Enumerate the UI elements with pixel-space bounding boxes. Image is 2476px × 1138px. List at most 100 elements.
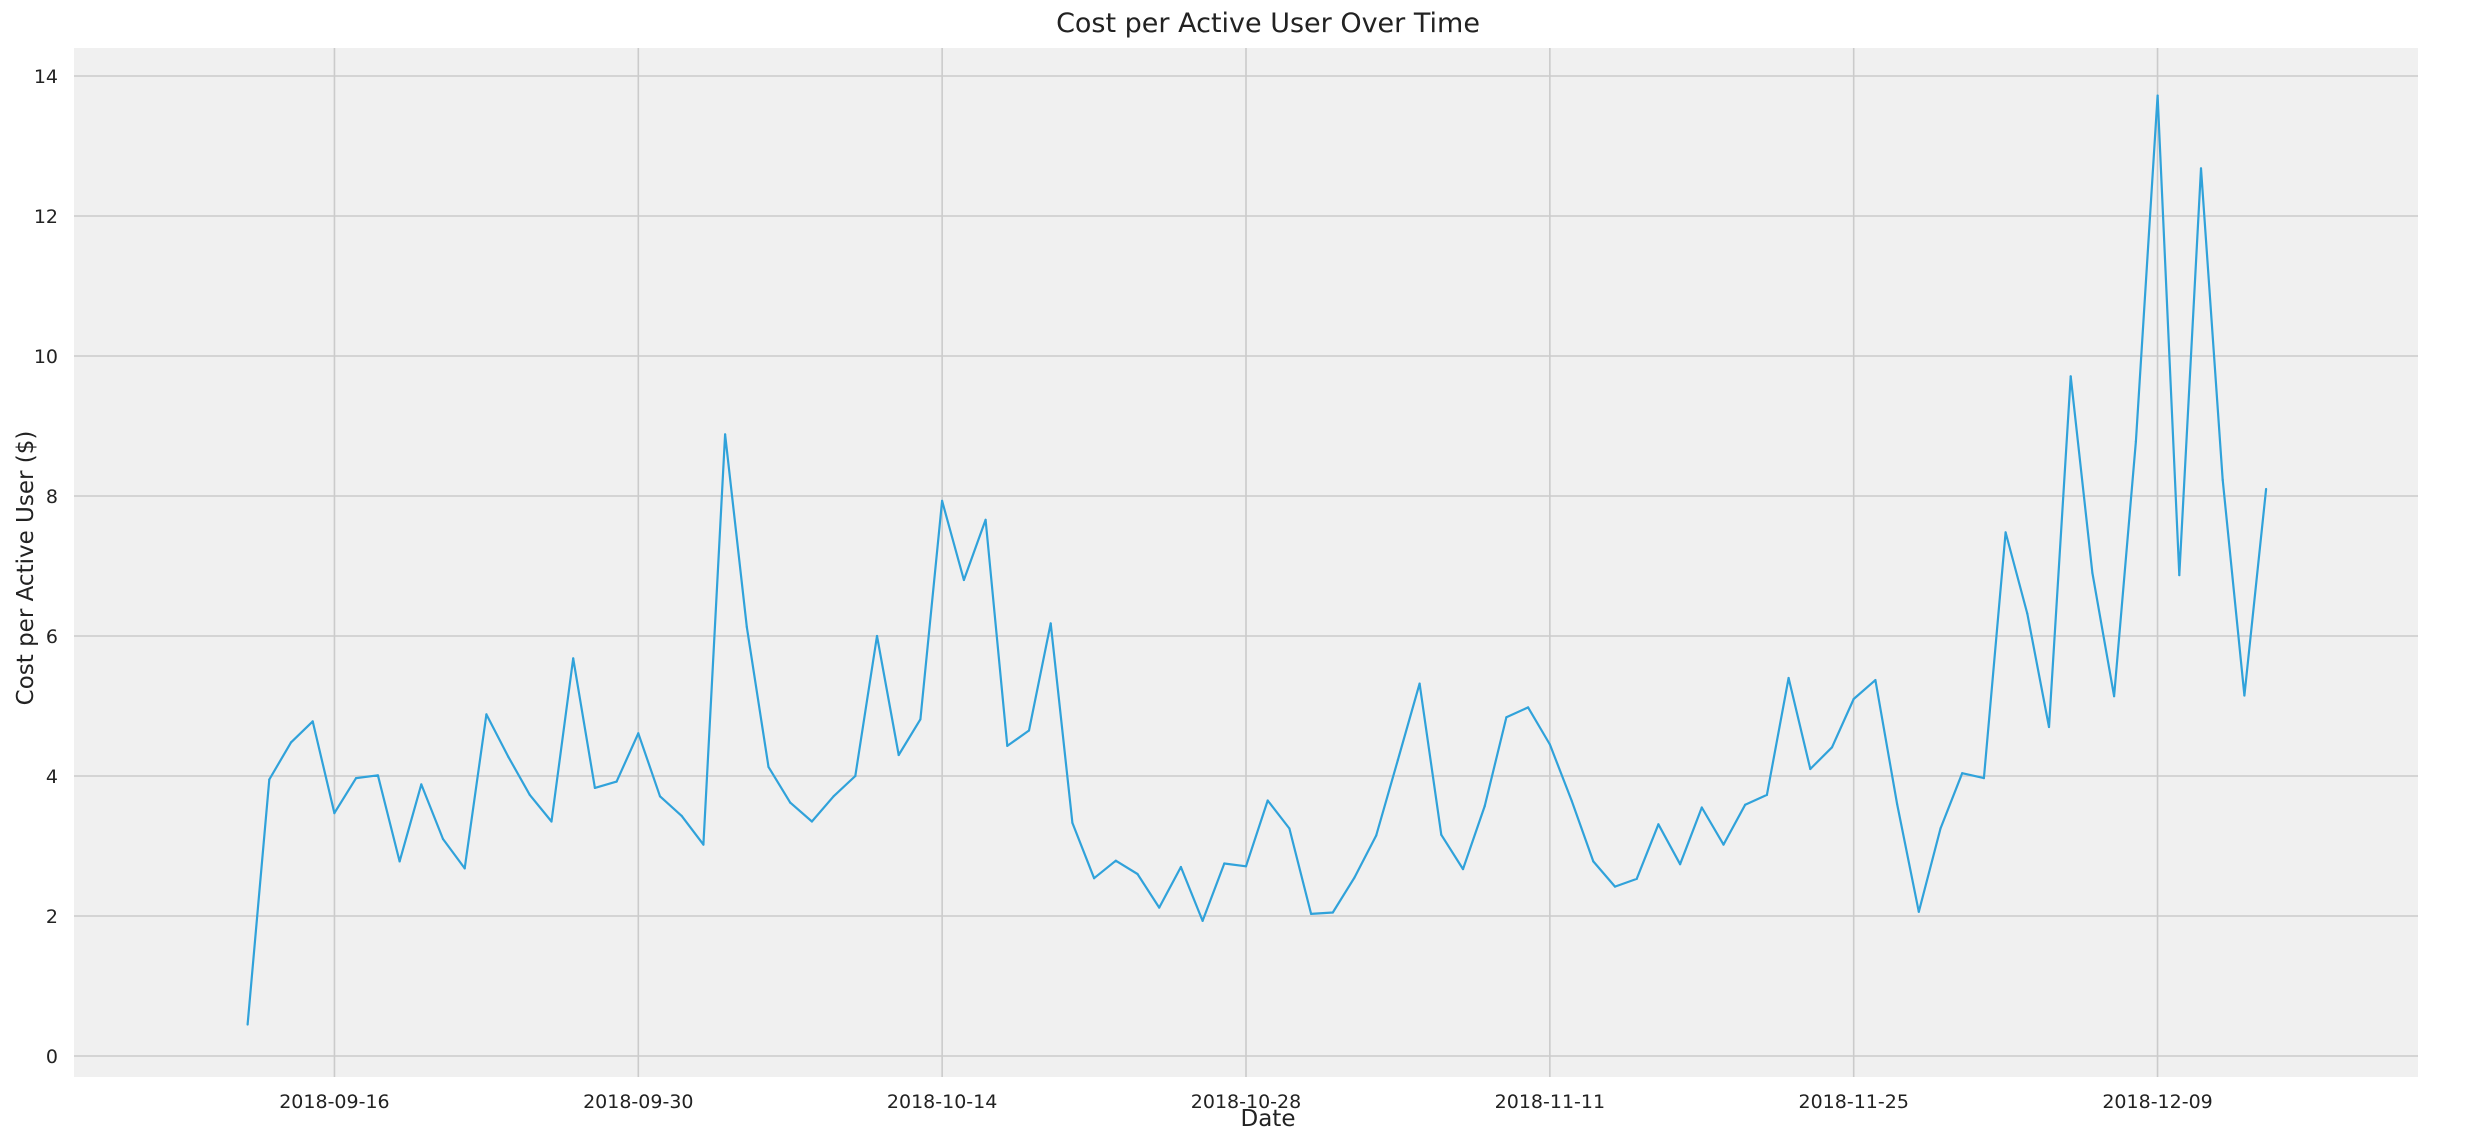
y-axis-label: Cost per Active User ($) — [13, 431, 39, 706]
data-point — [1570, 799, 1573, 802]
data-point — [1396, 758, 1399, 762]
data-point — [745, 625, 748, 629]
data-point — [507, 755, 510, 758]
data-point — [767, 765, 770, 769]
x-tick-labels: 2018-09-16 2018-09-30 2018-10-14 2018-10-28… — [279, 1091, 2213, 1113]
data-point — [289, 741, 293, 744]
data-point — [1093, 877, 1096, 880]
data-point — [1049, 622, 1052, 625]
data-point — [1939, 827, 1942, 830]
series-line — [246, 94, 2268, 1025]
data-point — [1852, 697, 1855, 701]
data-point — [268, 778, 271, 781]
data-point — [1765, 793, 1768, 797]
data-point — [1310, 912, 1313, 916]
y-tick-label: 12 — [34, 206, 58, 228]
data-point — [637, 732, 640, 735]
data-point — [311, 720, 314, 723]
y-tick-labels: 0 2 4 6 8 10 12 14 — [34, 66, 58, 1068]
data-point — [593, 786, 597, 790]
data-point — [1679, 863, 1682, 866]
data-point — [1006, 744, 1009, 748]
data-point — [854, 774, 857, 778]
data-point — [2026, 612, 2029, 615]
data-point — [1114, 859, 1117, 862]
y-tick-label: 14 — [34, 66, 58, 88]
data-point — [1353, 876, 1356, 879]
data-point — [1201, 919, 1204, 923]
data-point — [1418, 682, 1421, 685]
data-point — [2243, 694, 2246, 697]
data-point — [615, 780, 618, 783]
x-gridlines — [333, 48, 2159, 1077]
x-tick-label: 2018-11-25 — [1798, 1091, 1908, 1113]
data-point — [1483, 805, 1486, 808]
x-tick-label: 2018-09-16 — [279, 1091, 389, 1113]
y-tick-label: 2 — [46, 906, 58, 928]
data-point — [875, 634, 879, 638]
y-tick-label: 8 — [46, 486, 58, 508]
x-tick-label: 2018-10-14 — [887, 1091, 997, 1113]
data-point — [1722, 843, 1725, 846]
data-point — [832, 795, 835, 798]
data-point — [1288, 827, 1291, 830]
data-point — [1982, 777, 1985, 780]
y-tick-label: 4 — [46, 766, 58, 788]
data-point — [680, 814, 683, 818]
y-tick-label: 10 — [34, 346, 58, 368]
data-point — [2199, 167, 2203, 170]
data-point — [789, 801, 792, 804]
data-point — [1700, 806, 1703, 809]
data-point — [1331, 911, 1334, 914]
data-point — [485, 713, 488, 716]
data-point — [810, 820, 814, 823]
data-point — [463, 867, 466, 870]
data-point — [941, 499, 944, 502]
data-point — [2047, 725, 2051, 729]
data-point — [1809, 767, 1812, 771]
y-tick-label: 0 — [46, 1046, 58, 1068]
data-point — [1657, 823, 1660, 826]
data-point — [1917, 910, 1920, 913]
data-point — [2069, 375, 2072, 378]
data-point — [1548, 743, 1551, 746]
data-point — [1266, 799, 1269, 802]
data-point — [1744, 803, 1747, 806]
data-point — [1375, 834, 1378, 837]
data-point — [1027, 729, 1031, 732]
data-point — [1179, 865, 1182, 869]
data-point — [572, 657, 575, 660]
chart-title: Cost per Active User Over Time — [1056, 8, 1480, 39]
data-point — [1136, 872, 1139, 876]
data-point — [1223, 862, 1226, 865]
data-point — [1592, 860, 1595, 863]
x-axis-label: Date — [1241, 1106, 1296, 1132]
data-point — [398, 860, 401, 863]
data-point — [1244, 865, 1248, 868]
data-point — [2113, 695, 2116, 698]
data-point — [2265, 487, 2268, 491]
x-tick-label: 2018-09-30 — [583, 1091, 693, 1113]
data-point — [984, 518, 987, 521]
data-point — [897, 753, 900, 757]
data-point — [1896, 802, 1899, 806]
data-point — [333, 812, 336, 815]
data-point — [550, 820, 553, 823]
data-point — [376, 774, 379, 777]
data-point — [2156, 94, 2159, 97]
data-point — [1830, 746, 1834, 749]
data-point — [2221, 478, 2224, 481]
data-point — [919, 718, 922, 721]
data-points — [246, 94, 2268, 1026]
data-point — [2091, 571, 2094, 575]
data-point — [528, 793, 531, 797]
data-point — [1961, 772, 1964, 775]
data-point — [1787, 676, 1790, 680]
data-point — [1440, 833, 1443, 836]
data-point — [441, 837, 445, 841]
data-point — [658, 795, 662, 798]
data-point — [724, 433, 727, 436]
data-point — [1071, 821, 1074, 825]
data-point — [2178, 574, 2181, 577]
